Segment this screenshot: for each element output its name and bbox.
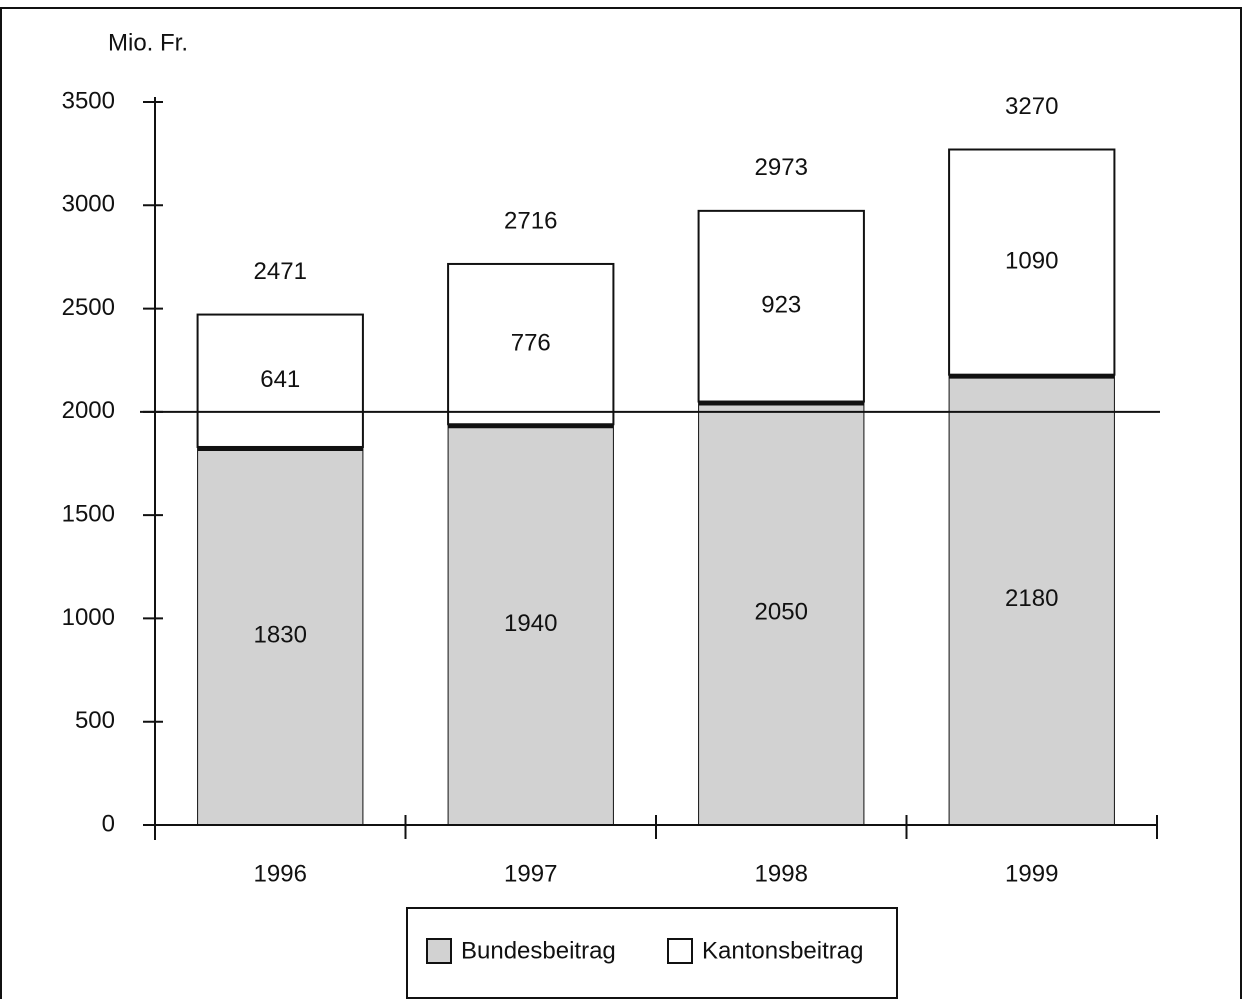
x-tick-label: 1996 <box>254 860 307 887</box>
y-tick-label: 2000 <box>62 397 115 424</box>
total-label: 2471 <box>254 258 307 285</box>
y-tick-label: 0 <box>102 810 115 837</box>
data-label: 923 <box>761 292 801 319</box>
x-tick-label: 1997 <box>504 860 557 887</box>
data-label: 1940 <box>504 610 557 637</box>
bar-segment <box>196 313 364 448</box>
x-tick-label: 1999 <box>1005 860 1058 887</box>
data-label: 776 <box>511 329 551 356</box>
bar-segment <box>698 401 865 826</box>
legend-swatch <box>426 938 452 964</box>
y-tick-label: 500 <box>75 707 115 734</box>
data-label: 1830 <box>254 621 307 648</box>
legend-box <box>406 907 898 999</box>
legend-label: Bundesbeitrag <box>461 937 616 964</box>
legend-label: Kantonsbeitrag <box>702 937 863 964</box>
total-label: 2973 <box>755 154 808 181</box>
data-label: 641 <box>260 366 300 393</box>
data-label: 2050 <box>755 599 808 626</box>
bar-segment <box>697 209 865 403</box>
frame <box>0 7 1242 999</box>
legend-swatch <box>667 938 693 964</box>
y-tick-label: 3000 <box>62 191 115 218</box>
total-label: 3270 <box>1005 93 1058 120</box>
y-tick-label: 2500 <box>62 294 115 321</box>
y-tick-label: 1500 <box>62 500 115 527</box>
y-axis-label: Mio. Fr. <box>108 29 188 56</box>
bar-segment <box>447 262 615 426</box>
bar-segment <box>197 446 364 826</box>
total-label: 2716 <box>504 207 557 234</box>
data-label: 1090 <box>1005 247 1058 274</box>
x-tick-label: 1998 <box>755 860 808 887</box>
data-label: 2180 <box>1005 585 1058 612</box>
y-tick-label: 3500 <box>62 87 115 114</box>
bar-segment <box>948 148 1116 376</box>
y-tick-label: 1000 <box>62 604 115 631</box>
